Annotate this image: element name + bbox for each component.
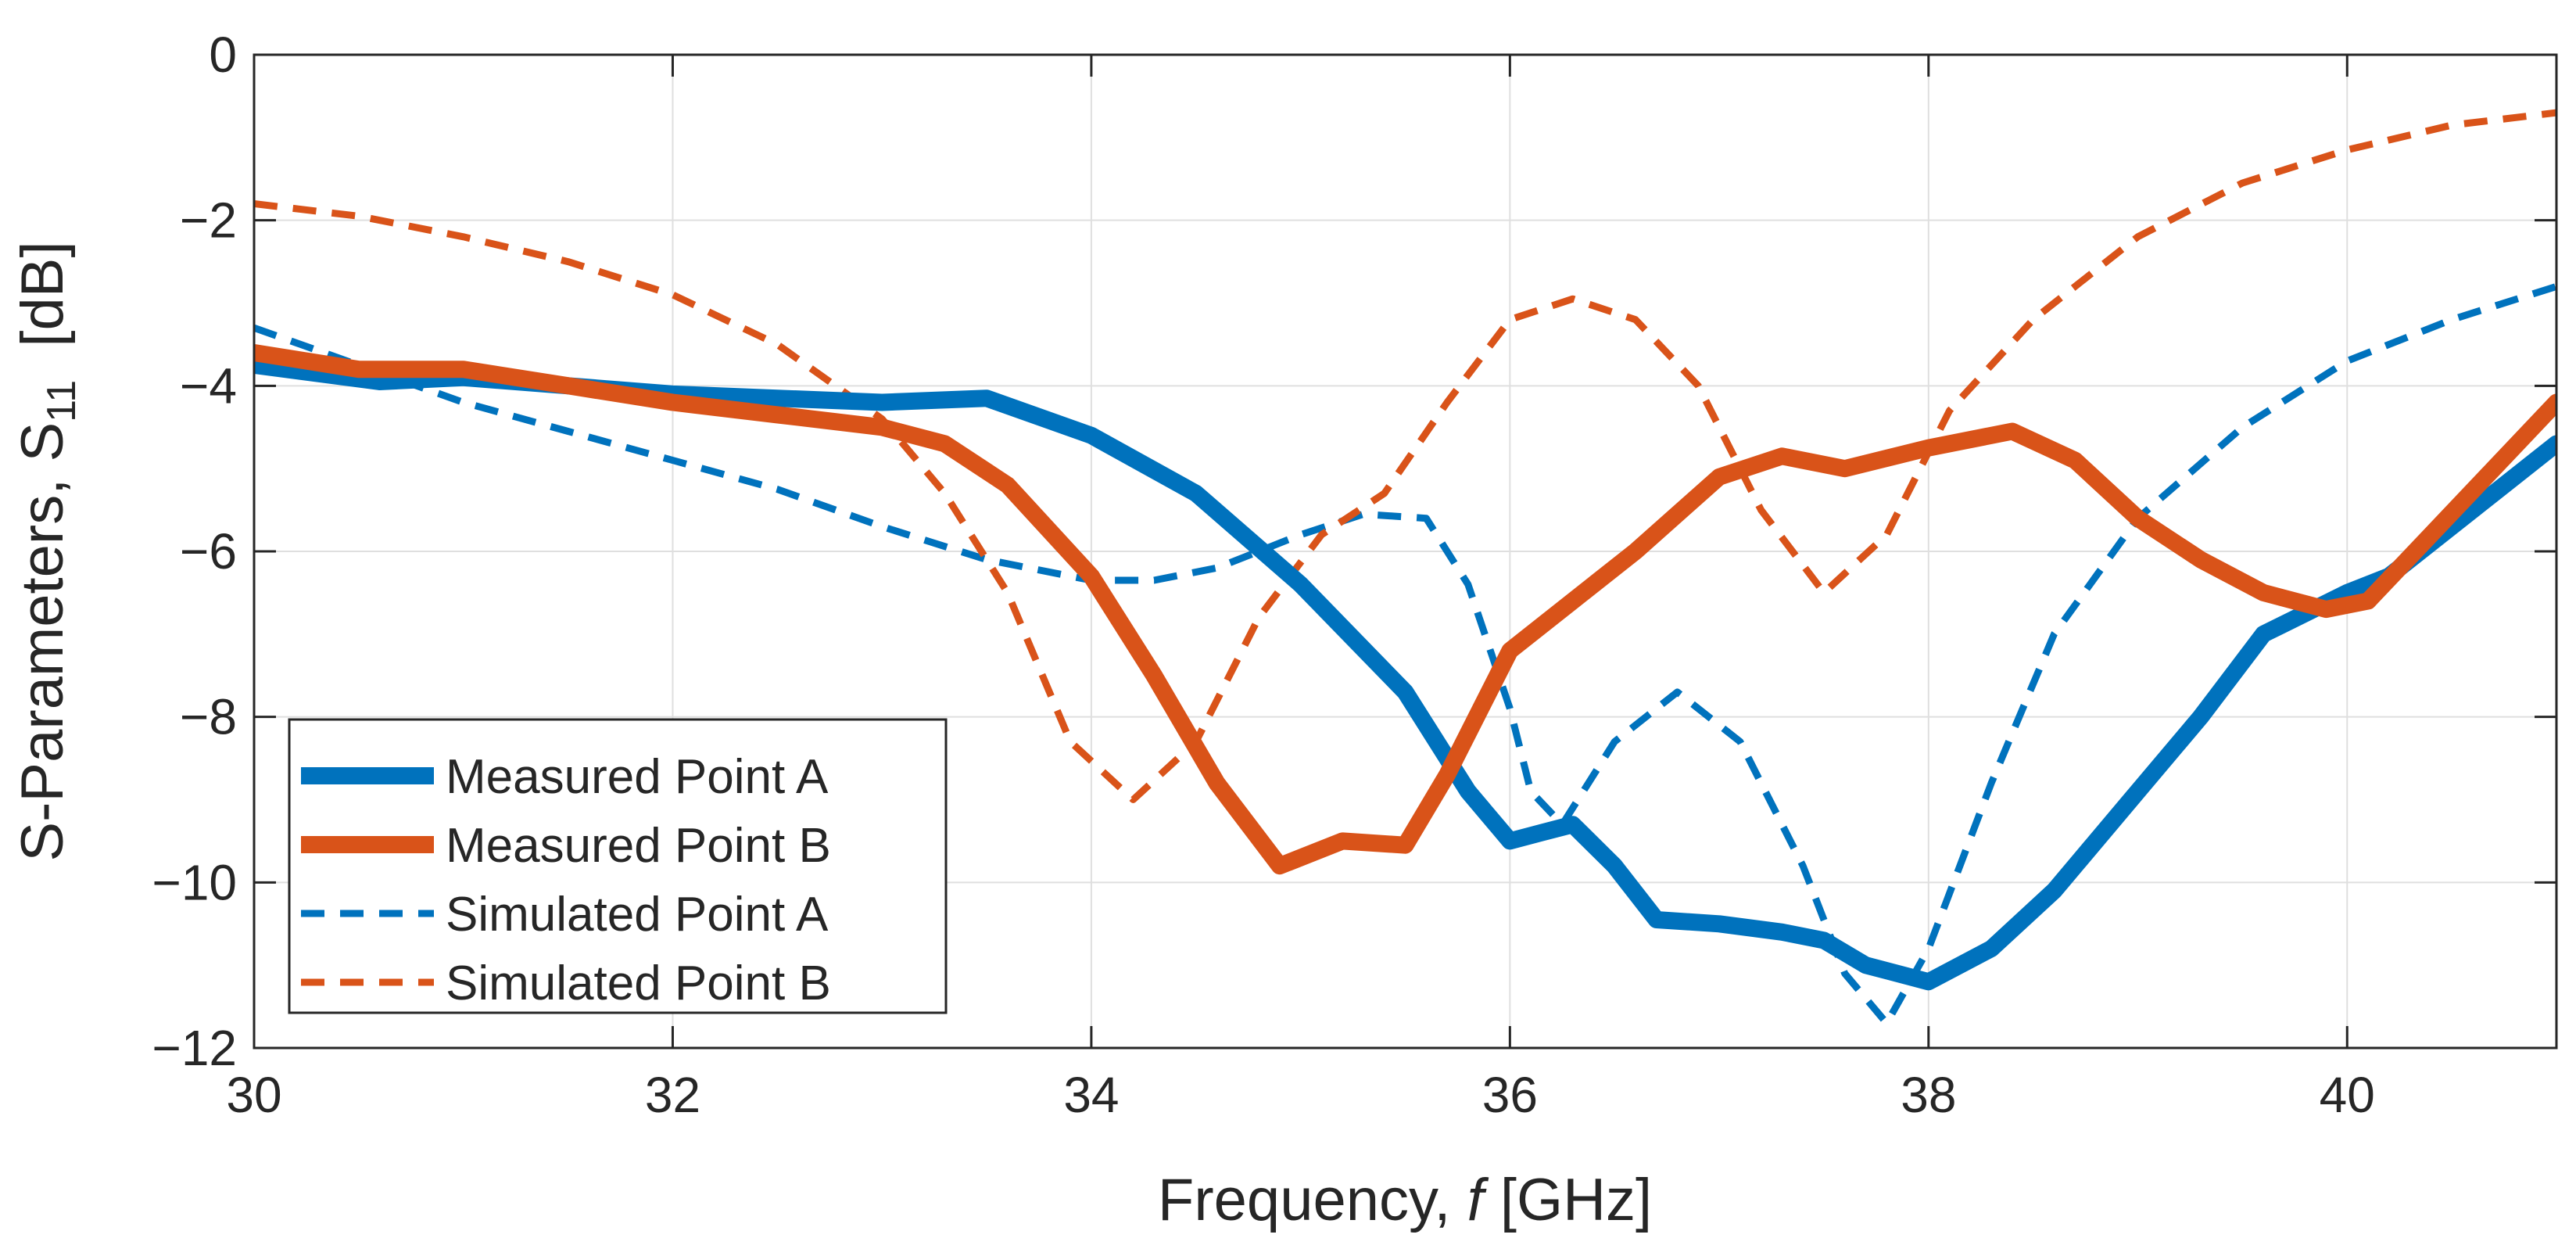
- y-tick-label: −10: [152, 854, 237, 910]
- legend-label: Simulated Point B: [446, 956, 831, 1010]
- y-tick-label: −4: [180, 357, 237, 414]
- legend: Measured Point A Measured Point B Simulate…: [288, 718, 948, 1014]
- legend-label: Measured Point B: [446, 819, 831, 873]
- y-tick-label: −8: [180, 689, 237, 745]
- tick-marks: [253, 53, 2556, 1050]
- x-tick-label: 40: [2320, 1067, 2375, 1123]
- series-line-measured-point-b: [254, 344, 2556, 875]
- series-line-simulated-point-b: [254, 109, 2556, 803]
- series-layer: [254, 109, 2556, 1027]
- x-tick-label: 34: [1063, 1067, 1119, 1123]
- y-axis-title-unit: [dB]: [9, 241, 76, 379]
- series-line-measured-point-a: [254, 356, 2556, 991]
- legend-label: Simulated Point A: [446, 888, 829, 942]
- y-tick-label: 0: [209, 27, 237, 83]
- y-tick-label: −2: [180, 192, 237, 249]
- legend-label: Measured Point A: [446, 750, 829, 804]
- x-tick-labels: 30 32 34 36 38 40: [226, 1067, 2374, 1123]
- y-tick-label: −6: [180, 523, 237, 580]
- y-tick-labels: 0 −2 −4 −6 −8 −10 −12: [152, 27, 237, 1076]
- y-tick-label: −12: [152, 1020, 237, 1076]
- x-tick-label: 32: [645, 1067, 700, 1123]
- y-axis-title-prefix: S-Parameters, S: [9, 422, 76, 862]
- x-tick-label: 38: [1901, 1067, 1956, 1123]
- y-axis-title-subscript: 11: [39, 380, 84, 422]
- x-axis-title: Frequency, f [GHz]: [1158, 1167, 1652, 1233]
- x-axis-title-prefix: Frequency,: [1158, 1167, 1467, 1233]
- x-tick-label: 36: [1482, 1067, 1538, 1123]
- x-tick-label: 30: [226, 1067, 281, 1123]
- y-axis-title: S-Parameters, S11 [dB]: [9, 241, 84, 861]
- x-axis-title-unit: [GHz]: [1484, 1167, 1652, 1233]
- series-line-simulated-point-a: [254, 283, 2556, 1027]
